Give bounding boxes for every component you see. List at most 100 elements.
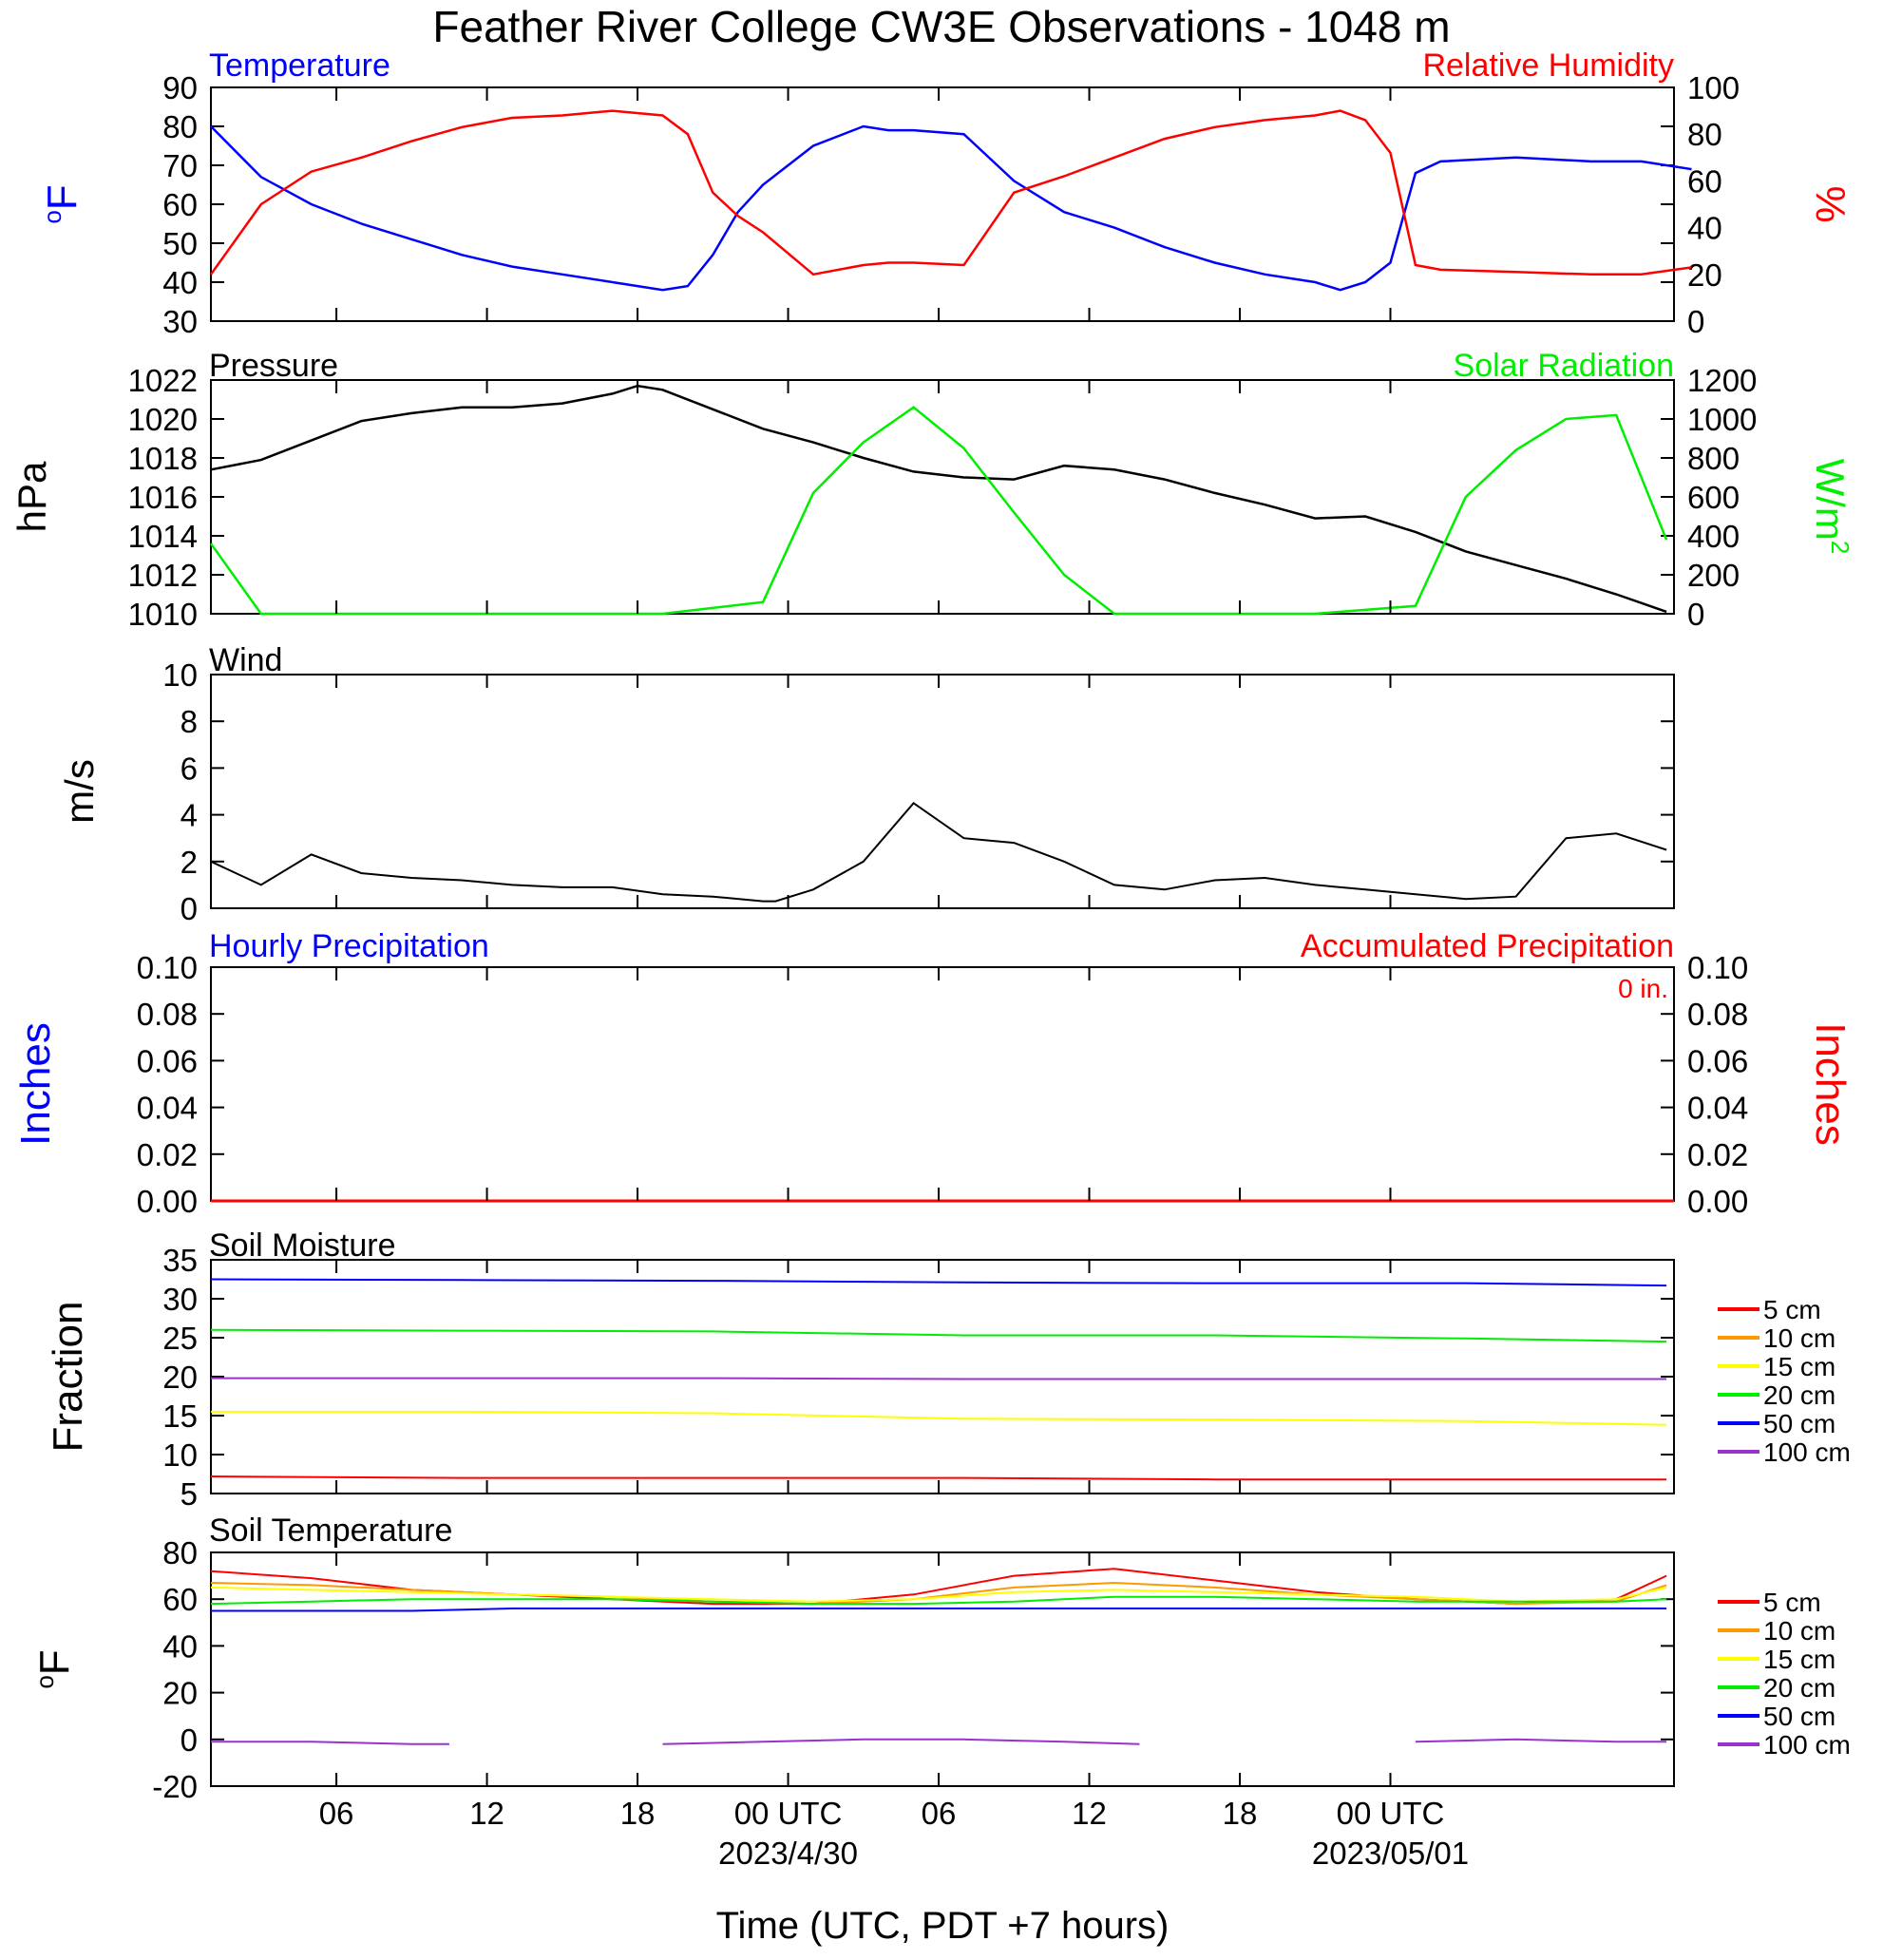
- y-tick-label: 10: [162, 657, 198, 693]
- y-tick-label: 0.04: [137, 1091, 198, 1126]
- solar-unit-label: W/m2: [1808, 459, 1854, 555]
- legend-label: 20 cm: [1763, 1380, 1835, 1410]
- y2-tick-label: 200: [1687, 558, 1740, 593]
- precip-right-unit: Inches: [1807, 1022, 1854, 1146]
- solar-axis-ticks: 0 200 400 600 800 1000 1200: [1687, 363, 1757, 632]
- wind-axis-ticks: 0 2 4 6 8 10: [162, 657, 1674, 926]
- y-tick-label: 1010: [128, 597, 198, 632]
- legend-label: 20 cm: [1763, 1673, 1835, 1703]
- legend-label: 50 cm: [1763, 1702, 1835, 1731]
- legend-label: 100 cm: [1763, 1437, 1851, 1467]
- panel-precipitation: Hourly Precipitation Accumulated Precipi…: [12, 928, 1854, 1219]
- soil-temp-label: Soil Temperature: [209, 1513, 452, 1549]
- y-tick-label: 0.10: [137, 950, 198, 985]
- x-tick-label: 06: [922, 1796, 957, 1831]
- solar-line: [209, 406, 1668, 616]
- precip-total: 0 in.: [1618, 974, 1668, 1003]
- precip-left-ticks: 0.00 0.02 0.04 0.06 0.08 0.10: [137, 950, 1674, 1219]
- soil-temp-line-100cm: [662, 1738, 1140, 1745]
- soil-temp-series: [210, 1568, 1667, 1745]
- y2-tick-label: 0.08: [1687, 997, 1748, 1032]
- y-tick-label: 35: [162, 1243, 198, 1278]
- panel-frame: [210, 674, 1675, 909]
- soil-temp-line: [210, 1595, 1667, 1606]
- y-tick-label: 15: [162, 1399, 198, 1434]
- y-tick-label: 20: [162, 1676, 198, 1711]
- y-tick-label: 20: [162, 1360, 198, 1395]
- y2-tick-label: 60: [1687, 163, 1722, 199]
- soil-moisture-label: Soil Moisture: [209, 1227, 396, 1264]
- panel-frame: [210, 966, 1675, 1202]
- soil-moisture-series: [210, 1278, 1667, 1481]
- x-tick-label: 12: [1072, 1796, 1107, 1831]
- y2-tick-label: 20: [1687, 257, 1722, 293]
- soil-temp-unit-letter: F: [31, 1649, 78, 1675]
- x-tick-label: 00 UTC: [734, 1796, 843, 1831]
- y-tick-label: 30: [162, 304, 198, 339]
- panel-soil-temperature: Soil Temperature oF -20 0 20 40 60 80 5 cm10 …: [30, 1513, 1851, 1804]
- x-axis-title: Time (UTC, PDT +7 hours): [716, 1905, 1170, 1947]
- y-tick-label: 1012: [128, 558, 198, 593]
- wind-series: [210, 801, 1667, 903]
- legend-label: 15 cm: [1763, 1352, 1835, 1381]
- pressure-axis-ticks: 1010 1012 1014 1016 1018 1020 1022: [128, 363, 1674, 632]
- x-tick-label: 18: [620, 1796, 656, 1831]
- panel-frame: [210, 86, 1675, 322]
- y-tick-label: 0.08: [137, 997, 198, 1032]
- pressure-unit-label: hPa: [10, 461, 54, 532]
- temp-unit-degree: o: [38, 210, 67, 223]
- x-tick-label: 06: [319, 1796, 354, 1831]
- panel-wind: Wind m/s 0 2 4 6 8 10: [57, 642, 1675, 926]
- legend-label: 5 cm: [1763, 1588, 1821, 1617]
- soil-temp-line: [210, 1586, 1667, 1603]
- time-axis: 06 12 18 00 UTC 06 12 18 00 UTC 2023/4/30 2023/05…: [319, 87, 1469, 1871]
- y-tick-label: 25: [162, 1321, 198, 1356]
- y2-tick-label: 0.00: [1687, 1184, 1748, 1219]
- solar-unit-base: W/m: [1808, 459, 1853, 541]
- y-tick-label: 8: [181, 704, 198, 739]
- panel-temp-rh: Temperature Relative Humidity oF % 30 40 5…: [38, 48, 1854, 339]
- y2-tick-label: 0.02: [1687, 1137, 1748, 1172]
- y2-tick-label: 0.06: [1687, 1043, 1748, 1078]
- temp-unit-letter: F: [39, 184, 86, 210]
- legend-label: 15 cm: [1763, 1645, 1835, 1674]
- x-tick-label: 12: [469, 1796, 504, 1831]
- legend-label: 5 cm: [1763, 1295, 1821, 1324]
- y-tick-label: 0.00: [137, 1184, 198, 1219]
- soil-moisture-line: [211, 1377, 1667, 1380]
- y2-tick-label: 0.04: [1687, 1091, 1748, 1126]
- soil-moisture-line: [210, 1475, 1667, 1481]
- y-tick-label: -20: [152, 1769, 198, 1804]
- y-tick-label: 1020: [128, 402, 198, 437]
- panel-frame: [210, 1551, 1675, 1787]
- wind-speed-line: [210, 801, 1667, 903]
- y-tick-label: 0.02: [137, 1137, 198, 1172]
- x-date-label: 2023/4/30: [718, 1836, 858, 1871]
- humidity-line: [209, 109, 1692, 276]
- legend-label: 50 cm: [1763, 1409, 1835, 1438]
- precip-left-unit: Inches: [12, 1022, 59, 1146]
- temp-axis-ticks: 30 40 50 60 70 80 90: [162, 70, 1674, 339]
- humidity-unit-label: %: [1807, 185, 1854, 222]
- pressure-solar-series: [209, 384, 1668, 616]
- hourly-precip-label: Hourly Precipitation: [209, 928, 489, 964]
- y-tick-label: 6: [181, 751, 198, 786]
- y-tick-label: 30: [162, 1282, 198, 1317]
- solar-unit-sup: 2: [1826, 541, 1854, 554]
- panel-pressure-solar: Pressure Solar Radiation hPa W/m2 101010…: [10, 348, 1854, 632]
- y-tick-label: 1022: [128, 363, 198, 398]
- pressure-line: [210, 384, 1667, 614]
- temperature-line: [210, 124, 1692, 292]
- precip-right-ticks: 0.00 0.02 0.04 0.06 0.08 0.10: [1687, 950, 1748, 1219]
- panel-frame: [210, 1259, 1675, 1494]
- y-tick-label: 80: [162, 1535, 198, 1570]
- temperature-label: Temperature: [209, 48, 390, 84]
- y2-tick-label: 800: [1687, 441, 1740, 476]
- y2-tick-label: 40: [1687, 211, 1722, 246]
- y-tick-label: 90: [162, 70, 198, 105]
- y2-tick-label: 400: [1687, 519, 1740, 554]
- y2-tick-label: 0: [1687, 304, 1704, 339]
